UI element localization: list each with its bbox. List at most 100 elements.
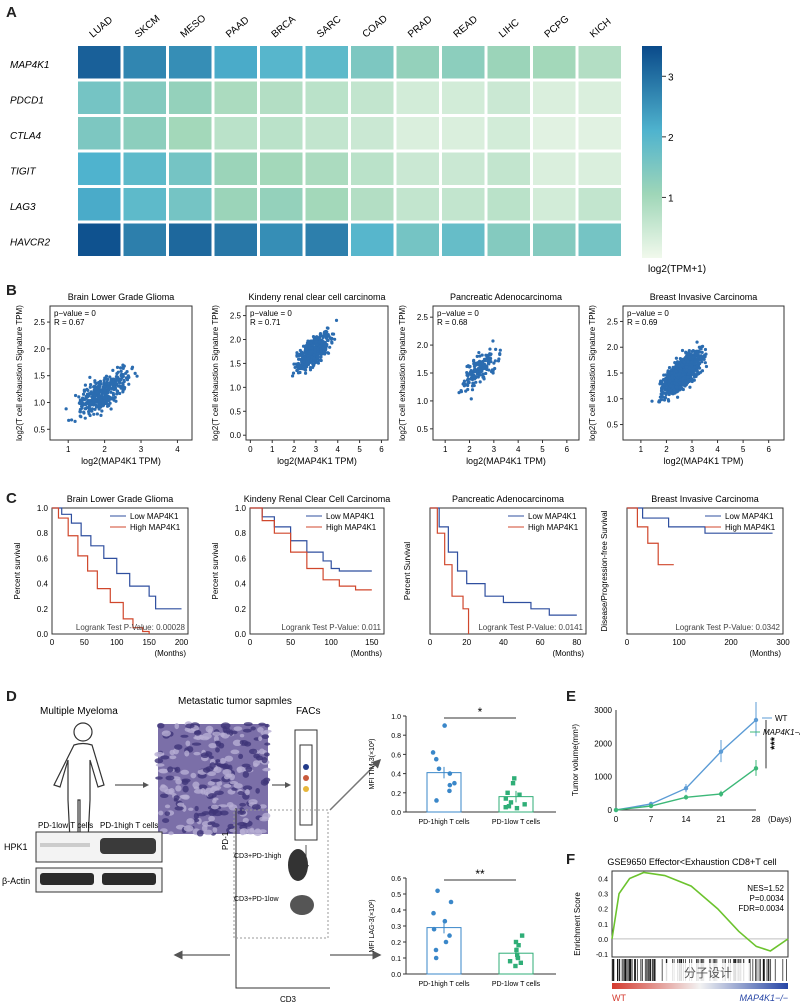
line-x-tick-label: 0: [614, 815, 619, 824]
heatmap-cell: [123, 152, 166, 185]
scatter-point: [492, 361, 496, 365]
tissue-cell: [229, 828, 236, 833]
scatter-point: [334, 318, 339, 322]
tissue-cell: [160, 793, 169, 798]
scatter-point: [325, 343, 329, 347]
scatter-point: [470, 384, 475, 388]
heatmap-cell: [578, 188, 621, 221]
tissue-cell: [207, 771, 217, 777]
heatmap-cell: [396, 223, 439, 256]
bar-point: [447, 933, 452, 938]
scatter-point: [84, 396, 88, 400]
scatter-point: [318, 344, 322, 348]
heatmap-cell: [305, 81, 348, 114]
scatter-point: [462, 379, 467, 383]
scatter-point: [699, 354, 703, 358]
survival-title: Breast Invasive Carcinoma: [651, 494, 759, 504]
survival-x-unit: (Months): [154, 649, 186, 658]
scatter-point: [94, 398, 98, 402]
heatmap-cell: [396, 188, 439, 221]
scatter-point: [678, 385, 682, 389]
scatter-point: [489, 359, 493, 364]
tissue-cell: [169, 755, 177, 760]
legend-label-wt: WT: [775, 714, 788, 723]
gsea-y-tick-label: 0.1: [598, 922, 608, 929]
scatter-point: [135, 374, 139, 378]
heatmap-column-label: SKCM: [133, 13, 162, 40]
heatmap-cell: [78, 152, 121, 185]
tissue-cell: [199, 736, 210, 741]
scatter-point: [295, 353, 299, 357]
tissue-cell: [168, 831, 174, 836]
scatter-point: [102, 395, 106, 400]
tissue-cell: [263, 729, 272, 733]
bar-point: [433, 955, 439, 961]
scatter-point: [133, 371, 137, 375]
heatmap-cell: [351, 46, 394, 79]
bar-x-label: PD-1high T cells: [418, 819, 470, 826]
scatter-point: [486, 353, 490, 357]
scatter-y-tick-label: 0.0: [230, 431, 242, 440]
scatter-y-label: log2(T cell exhaustion Signature TPM): [398, 305, 407, 441]
scatter-point: [478, 361, 482, 366]
tissue-cell: [259, 804, 267, 809]
scatter-point: [674, 369, 678, 373]
heatmap-cell: [123, 117, 166, 150]
tissue-cell: [184, 750, 190, 757]
scatter-point: [700, 357, 704, 361]
heatmap-row-label: MAP4K1: [10, 60, 49, 71]
scatter-point: [78, 401, 83, 405]
scatter-point: [699, 370, 703, 374]
scatter-point: [115, 389, 120, 393]
tissue-cell: [233, 783, 243, 789]
survival-y-label: Percent survival: [13, 542, 22, 599]
bar-point: [506, 804, 512, 809]
scatter-point: [664, 391, 668, 395]
panel-letter-f: F: [566, 851, 576, 868]
scatter-point: [659, 379, 663, 383]
tissue-cell: [177, 802, 185, 807]
scatter-point: [311, 335, 316, 339]
survival-x-tick-label: 50: [80, 638, 89, 647]
scatter-point: [90, 407, 94, 411]
tissue-cell: [165, 775, 175, 781]
bar-point: [517, 792, 522, 797]
scatter-point: [701, 344, 705, 348]
tissue-cell: [193, 736, 199, 740]
heatmap-cell: [78, 46, 121, 79]
scatter-point: [683, 384, 687, 388]
scatter-x-tick-label: 2: [292, 445, 297, 454]
scatter-point: [97, 397, 102, 401]
scatter-point: [497, 357, 501, 361]
scatter-point: [487, 357, 491, 362]
scatter-point: [680, 363, 684, 367]
scatter-point: [695, 372, 699, 376]
bar-y-tick-label: 0.8: [391, 733, 401, 740]
scatter-point: [109, 379, 113, 383]
scatter-point: [120, 372, 124, 376]
heatmap-cell: [123, 81, 166, 114]
survival-title: Kindeny Renal Clear Cell Carcinoma: [244, 494, 391, 504]
survival-x-tick-label: 200: [175, 638, 189, 647]
scatter-point: [99, 389, 103, 394]
scatter-point: [309, 341, 313, 345]
heatmap-cell: [487, 152, 530, 185]
scatter-title: Kindeny renal clear cell carcinoma: [248, 292, 385, 302]
scatter-point: [101, 385, 105, 389]
scatter-y-tick-label: 2.5: [417, 313, 429, 322]
tissue-cell: [239, 802, 247, 807]
scatter-point: [305, 356, 310, 361]
bar-y-label: MFI TIM-3(×10²): [369, 738, 376, 789]
scatter-point: [97, 394, 101, 398]
scatter-point: [111, 391, 115, 395]
scatter-x-label: log2(MAP4K1 TPM): [277, 456, 357, 466]
tumor-volume-chart: 0 1000 2000 3000 0 7 14 21 28 (Days) Tumor volume(…: [571, 702, 800, 824]
scatter-x-label: log2(MAP4K1 TPM): [664, 456, 744, 466]
scatter-point: [329, 337, 333, 341]
scatter-point: [675, 365, 679, 369]
scatter-point: [466, 379, 470, 383]
heatmap-row-label: LAG3: [10, 202, 36, 213]
survival-x-tick-label: 100: [325, 638, 339, 647]
tissue-cell: [249, 827, 255, 833]
bar-point: [507, 959, 513, 964]
